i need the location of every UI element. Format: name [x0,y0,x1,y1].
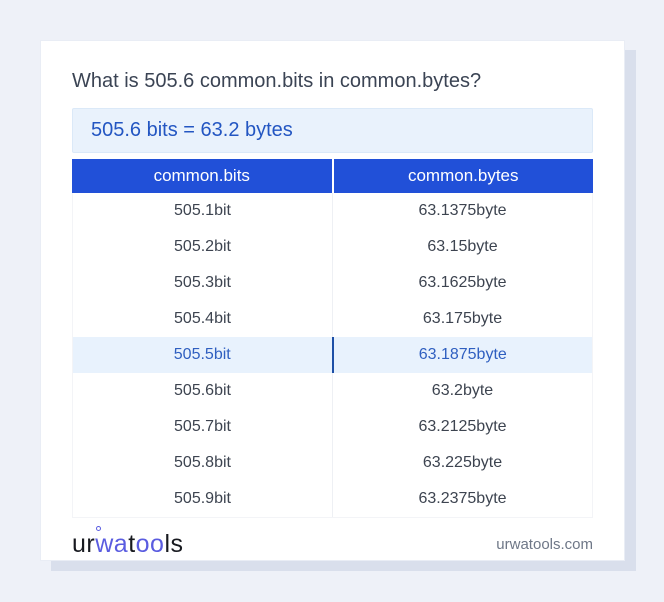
logo-ring-icon [96,526,102,531]
cell-bits: 505.3bit [174,274,231,291]
table-row: 505.2bit 63.15byte [73,229,592,265]
logo-text-t: t [128,530,136,558]
logo-text-oo: oo [135,530,165,558]
cell-bytes: 63.1375byte [332,193,592,229]
site-logo[interactable]: ur watools [72,526,184,558]
table-row: 505.1bit 63.1375byte [73,193,592,229]
table-body: 505.1bit 63.1375byte 505.2bit 63.15byte … [72,193,593,518]
cell-bytes: 63.1875byte [331,337,593,373]
cell-bytes: 63.2375byte [332,481,592,517]
table-row-highlighted: 505.5bit 63.1875byte [73,337,592,373]
cell-bits: 505.4bit [174,310,231,327]
logo-text-wa: wa [95,526,128,558]
cell-bits: 505.2bit [174,238,231,255]
table-row: 505.7bit 63.2125byte [73,409,592,445]
table-row: 505.8bit 63.225byte [73,445,592,481]
page-title: What is 505.6 common.bits in common.byte… [72,70,482,92]
cell-bytes: 63.2byte [332,373,592,409]
logo-text-ls: ls [164,530,184,558]
header-cell-bits: common.bits [72,159,332,193]
cell-bits: 505.1bit [174,202,231,219]
cell-bits: 505.9bit [174,490,231,507]
logo-text-ur: ur [72,530,96,558]
conversion-table: common.bits common.bytes 505.1bit 63.137… [72,159,593,518]
cell-bytes: 63.15byte [332,229,592,265]
cell-bits: 505.8bit [174,454,231,471]
domain-text: urwatools.com [496,535,593,553]
cell-bytes: 63.225byte [332,445,592,481]
cell-bytes: 63.2125byte [332,409,592,445]
cell-bits: 505.5bit [173,346,231,363]
cell-bytes: 63.175byte [332,301,592,337]
table-row: 505.9bit 63.2375byte [73,481,592,517]
cell-bits: 505.7bit [174,418,231,435]
header-cell-bytes: common.bytes [333,159,593,193]
cell-bits: 505.6bit [174,382,231,399]
converter-card: What is 505.6 common.bits in common.byte… [40,40,625,561]
table-header-row: common.bits common.bytes [72,159,593,193]
answer-text: 505.6 bits = 63.2 bytes [91,119,293,141]
table-row: 505.6bit 63.2byte [73,373,592,409]
table-row: 505.4bit 63.175byte [73,301,592,337]
cell-bytes: 63.1625byte [332,265,592,301]
table-row: 505.3bit 63.1625byte [73,265,592,301]
card-footer: ur watools urwatools.com [72,526,593,561]
answer-banner: 505.6 bits = 63.2 bytes [72,108,593,153]
